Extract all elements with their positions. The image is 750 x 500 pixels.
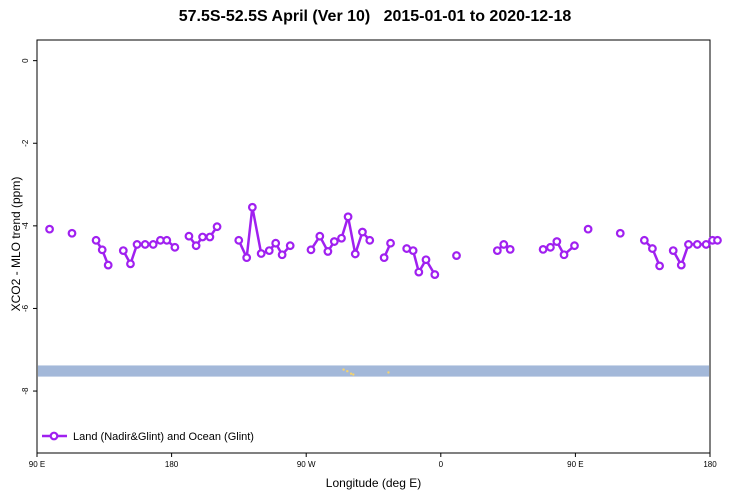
data-point bbox=[684, 240, 693, 249]
data-point bbox=[546, 242, 555, 252]
data-point bbox=[91, 235, 101, 245]
data-point bbox=[692, 240, 702, 249]
data-point bbox=[639, 235, 649, 245]
data-point bbox=[212, 222, 222, 232]
data-point bbox=[277, 250, 287, 260]
data-point bbox=[343, 212, 353, 222]
data-point bbox=[337, 233, 346, 243]
data-point bbox=[615, 228, 625, 238]
data-point bbox=[285, 241, 295, 251]
data-point bbox=[323, 247, 333, 256]
data-point bbox=[583, 224, 593, 234]
data-point bbox=[45, 224, 54, 234]
data-point bbox=[315, 231, 325, 241]
data-point bbox=[701, 240, 711, 249]
data-point bbox=[559, 250, 569, 260]
data-point bbox=[205, 232, 215, 242]
series-line bbox=[237, 207, 292, 263]
y-tick-label: -8 bbox=[21, 387, 30, 395]
legend-label: Land (Nadir&Glint) and Ocean (Glint) bbox=[73, 431, 254, 443]
data-point bbox=[414, 267, 424, 277]
data-point bbox=[170, 242, 180, 252]
data-point bbox=[271, 238, 281, 248]
data-point bbox=[162, 235, 172, 245]
y-axis-label: XCO2 - MLO trend (ppm) bbox=[9, 176, 23, 312]
plot-frame bbox=[36, 39, 711, 454]
data-point bbox=[256, 249, 266, 258]
x-tick-label: 0 bbox=[439, 460, 444, 469]
y-tick-label: -6 bbox=[21, 304, 30, 312]
land-mark bbox=[346, 370, 349, 373]
data-point bbox=[713, 235, 722, 245]
legend-marker bbox=[49, 431, 59, 441]
data-point bbox=[118, 246, 128, 256]
data-point bbox=[148, 240, 158, 249]
data-point bbox=[103, 260, 113, 270]
data-point bbox=[97, 245, 107, 255]
data-point bbox=[67, 228, 77, 238]
land-mark bbox=[387, 371, 390, 374]
land-mark bbox=[352, 373, 355, 376]
data-point bbox=[132, 240, 142, 249]
data-point bbox=[499, 240, 509, 249]
x-tick-label: 90 E bbox=[567, 460, 583, 469]
data-point bbox=[184, 231, 194, 241]
data-point bbox=[379, 253, 389, 263]
data-point bbox=[191, 241, 201, 251]
data-point bbox=[492, 246, 502, 256]
data-point bbox=[247, 202, 257, 212]
data-point bbox=[329, 237, 339, 246]
data-point bbox=[668, 246, 678, 256]
data-point bbox=[350, 249, 360, 259]
data-point bbox=[386, 238, 395, 248]
data-point bbox=[452, 251, 461, 260]
x-tick-label: 180 bbox=[165, 460, 179, 469]
data-point bbox=[358, 227, 367, 237]
data-point bbox=[408, 246, 418, 256]
ocean-band bbox=[38, 365, 709, 377]
data-point bbox=[306, 245, 316, 255]
data-point bbox=[655, 261, 664, 271]
data-point bbox=[505, 244, 515, 254]
y-tick-label: -4 bbox=[21, 222, 30, 230]
data-point bbox=[264, 246, 274, 256]
data-point bbox=[570, 241, 579, 251]
chart-title: 57.5S-52.5S April (Ver 10) 2015-01-01 to… bbox=[178, 8, 572, 25]
land-mark bbox=[342, 368, 345, 371]
data-point bbox=[198, 232, 207, 242]
y-tick-label: -2 bbox=[21, 139, 30, 147]
y-tick-label: 0 bbox=[21, 58, 30, 63]
x-tick-label: 90 W bbox=[297, 460, 316, 469]
data-point bbox=[648, 244, 657, 253]
data-point bbox=[126, 259, 135, 269]
data-point bbox=[421, 255, 431, 265]
data-point bbox=[365, 235, 375, 245]
x-tick-label: 90 E bbox=[29, 460, 45, 469]
data-point bbox=[538, 244, 548, 254]
data-point bbox=[676, 260, 686, 270]
data-point bbox=[242, 253, 252, 263]
land-mark bbox=[349, 372, 353, 375]
data-point bbox=[140, 240, 150, 249]
x-tick-label: 180 bbox=[703, 460, 717, 469]
x-axis-label: Longitude (deg E) bbox=[325, 476, 422, 490]
data-point bbox=[552, 237, 562, 246]
data-point bbox=[430, 270, 440, 279]
data-point bbox=[234, 235, 244, 245]
series-line bbox=[643, 239, 661, 267]
